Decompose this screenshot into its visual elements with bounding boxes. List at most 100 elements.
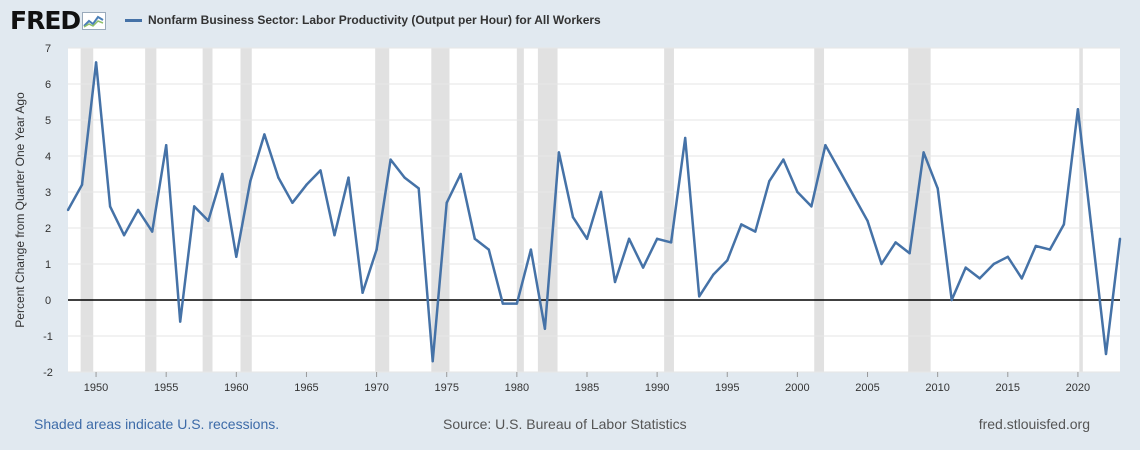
data-point [571, 216, 575, 219]
data-point [66, 208, 70, 212]
data-point [361, 291, 364, 294]
y-tick-label: -2 [43, 367, 53, 379]
data-point [768, 180, 771, 183]
plot-area [68, 48, 1120, 372]
data-point [403, 176, 406, 179]
x-tick-label: 2005 [855, 382, 879, 394]
x-tick-label: 2020 [1066, 382, 1090, 394]
recession-band [537, 48, 558, 372]
data-point [389, 158, 392, 161]
logo-graph-icon [82, 12, 107, 30]
recession-band [814, 48, 825, 372]
data-point [459, 172, 462, 176]
data-point [964, 266, 967, 269]
legend-line-swatch [125, 18, 142, 22]
data-point [164, 144, 168, 147]
data-point [894, 241, 897, 244]
data-point [193, 205, 196, 208]
legend: Nonfarm Business Sector: Labor Productiv… [125, 13, 601, 27]
data-point [613, 280, 617, 284]
data-point [796, 190, 799, 194]
data-point [1118, 237, 1122, 240]
recession-band [516, 48, 524, 372]
data-point [669, 241, 673, 244]
data-point [740, 223, 743, 226]
data-point [1006, 255, 1009, 258]
y-tick-label: 5 [45, 115, 51, 127]
y-tick-label: 1 [45, 259, 51, 271]
data-point [599, 190, 603, 194]
data-point [333, 234, 336, 237]
data-point [585, 237, 589, 240]
logo-text: FRED [10, 6, 81, 35]
recession-band [908, 48, 931, 372]
data-point [501, 302, 505, 305]
data-point [838, 169, 841, 172]
y-tick-label: 3 [45, 187, 51, 199]
x-tick-label: 1985 [575, 382, 599, 394]
y-tick-label: 0 [45, 295, 51, 307]
data-point [880, 262, 883, 266]
data-point [936, 187, 939, 190]
x-tick-label: 1995 [715, 382, 739, 394]
data-point [1062, 223, 1066, 226]
data-point [417, 187, 420, 190]
data-point [1020, 277, 1024, 280]
source-text: Source: U.S. Bureau of Labor Statistics [443, 416, 687, 432]
data-point [726, 259, 729, 262]
x-tick-label: 1990 [645, 382, 669, 394]
legend-series-title: Nonfarm Business Sector: Labor Productiv… [148, 13, 601, 27]
data-point [207, 219, 210, 222]
data-point [249, 180, 252, 183]
y-tick-label: -1 [43, 331, 53, 343]
data-point [810, 205, 813, 208]
data-point [291, 201, 294, 204]
data-point [375, 248, 378, 251]
data-point [108, 205, 112, 208]
data-point [824, 144, 827, 147]
recession-band [145, 48, 157, 372]
data-point [136, 208, 140, 212]
data-point [1090, 230, 1094, 233]
data-point [782, 158, 785, 161]
data-point [347, 176, 350, 179]
x-tick-label: 2015 [996, 382, 1020, 394]
data-point [683, 136, 687, 140]
fred-logo[interactable]: FRED [10, 6, 107, 36]
x-tick-label: 2000 [785, 382, 809, 394]
recession-note-link[interactable]: Shaded areas indicate U.S. recessions. [34, 416, 280, 432]
data-point [515, 302, 519, 305]
data-point [1034, 244, 1038, 248]
y-axis-label: Percent Change from Quarter One Year Ago [13, 92, 27, 328]
site-link[interactable]: fred.stlouisfed.org [978, 416, 1090, 432]
data-point [150, 230, 154, 233]
data-point [754, 230, 757, 233]
data-point [277, 176, 280, 179]
data-point [1104, 352, 1108, 356]
recession-band [431, 48, 450, 372]
data-point [866, 219, 869, 222]
data-point [641, 266, 645, 269]
y-tick-label: 4 [45, 151, 51, 163]
x-tick-label: 1980 [505, 382, 529, 394]
data-point [122, 234, 126, 237]
data-point [221, 172, 224, 176]
recession-band [202, 48, 213, 372]
data-point [179, 320, 182, 323]
data-point [950, 298, 953, 302]
x-tick-label: 1960 [224, 382, 248, 394]
data-point [487, 248, 490, 251]
data-point [557, 151, 561, 154]
data-point [431, 360, 434, 363]
data-point [908, 252, 911, 255]
x-tick-label: 2010 [925, 382, 949, 394]
data-point [80, 183, 84, 186]
recession-band [664, 48, 674, 372]
data-point [698, 295, 701, 298]
data-point [543, 327, 547, 330]
x-tick-label: 1975 [434, 382, 458, 394]
series-line[interactable] [66, 61, 1122, 363]
y-tick-label: 7 [45, 43, 51, 55]
data-point [94, 61, 98, 64]
